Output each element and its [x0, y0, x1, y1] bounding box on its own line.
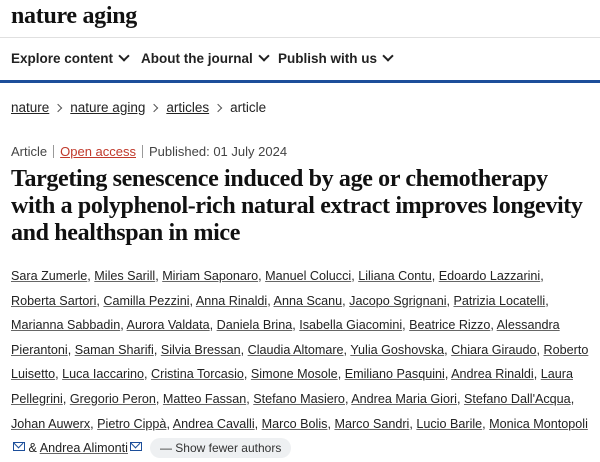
author-link[interactable]: Laura Pellegrini	[11, 367, 573, 406]
nav-publish-with-us[interactable]: Publish with us	[278, 50, 394, 66]
author-link[interactable]: Anna Scanu	[273, 293, 343, 308]
breadcrumb-nature-aging[interactable]: nature aging	[70, 100, 146, 115]
author-link[interactable]: Cristina Torcasio	[151, 367, 244, 382]
mail-icon[interactable]	[129, 442, 142, 452]
nav-about-journal[interactable]: About the journal	[141, 50, 270, 66]
author-link[interactable]: Camilla Pezzini	[103, 293, 190, 308]
author-link[interactable]: Manuel Colucci	[265, 269, 352, 283]
author-link[interactable]: Marco Sandri	[334, 416, 410, 431]
author-link[interactable]: Simone Mosole	[250, 367, 338, 382]
author-link[interactable]: Jacopo Sgrignani	[349, 293, 447, 308]
chevron-down-icon	[118, 50, 130, 62]
published-date: Published: 01 July 2024	[149, 144, 288, 159]
journal-logo[interactable]: nature aging	[11, 3, 137, 29]
author-link[interactable]: Johan Auwerx	[11, 416, 91, 431]
author-link[interactable]: Edoardo Lazzarini	[438, 269, 541, 283]
mail-icon[interactable]	[13, 442, 25, 452]
author-link[interactable]: Roberta Sartori	[11, 293, 97, 308]
breadcrumb-current: article	[230, 100, 267, 115]
breadcrumb: nature nature aging articles article	[11, 100, 266, 115]
main-nav: Explore content About the journal Publis…	[0, 38, 600, 83]
author-link[interactable]: Saman Sharifi	[74, 342, 154, 357]
author-link[interactable]: Miles Sarill	[94, 269, 156, 283]
author-list: Sara Zumerle, Miles Sarill, Miriam Sapon…	[11, 264, 591, 461]
author-link[interactable]: Liliana Contu	[358, 269, 432, 283]
nav-label: Publish with us	[278, 51, 378, 66]
author-link[interactable]: Emiliano Pasquini	[344, 367, 445, 382]
article-meta: Article Open access Published: 01 July 202…	[11, 144, 287, 159]
author-link[interactable]: Roberto Luisetto	[11, 342, 589, 382]
author-link[interactable]: Pietro Cippà	[97, 416, 167, 431]
author-link[interactable]: Sara Zumerle	[11, 269, 88, 283]
show-fewer-authors-button[interactable]: — Show fewer authors	[149, 438, 292, 459]
author-link[interactable]: Alessandra Pierantoni	[11, 318, 560, 357]
author-link[interactable]: Andrea Rinaldi	[451, 367, 534, 382]
author-link[interactable]: Daniela Brina	[216, 318, 293, 333]
chevron-right-icon	[54, 103, 63, 113]
author-link[interactable]: Claudia Altomare	[247, 342, 344, 357]
author-link[interactable]: Yulia Goshovska	[350, 342, 445, 357]
author-link[interactable]: Patrizia Locatelli	[453, 293, 546, 308]
open-access-link[interactable]: Open access	[60, 144, 136, 159]
nav-label: Explore content	[11, 51, 114, 66]
divider	[53, 145, 55, 158]
chevron-down-icon	[382, 50, 394, 62]
author-link[interactable]: Miriam Saponaro	[162, 269, 259, 283]
author-link[interactable]: Silvia Bressan	[160, 342, 241, 357]
author-link[interactable]: Andrea Alimonti	[39, 441, 128, 456]
nav-explore-content[interactable]: Explore content	[11, 50, 130, 66]
article-title: Targeting senescence induced by age or c…	[11, 166, 583, 246]
author-link[interactable]: Gregorio Peron	[69, 391, 156, 406]
author-link[interactable]: Luca Iaccarino	[62, 367, 145, 382]
nav-label: About the journal	[141, 51, 253, 66]
divider	[142, 145, 143, 158]
author-link[interactable]: Stefano Dall'Acqua	[463, 391, 571, 406]
author-link[interactable]: Monica Montopoli	[489, 416, 588, 431]
author-link[interactable]: Marianna Sabbadin	[11, 318, 121, 333]
breadcrumb-articles[interactable]: articles	[166, 100, 210, 115]
author-link[interactable]: Chiara Giraudo	[451, 342, 537, 357]
breadcrumb-nature[interactable]: nature	[11, 100, 50, 115]
site-header: nature aging	[0, 0, 600, 38]
author-link[interactable]: Andrea Maria Giori	[351, 391, 457, 406]
author-link[interactable]: Andrea Cavalli	[172, 416, 255, 431]
author-link[interactable]: Isabella Giacomini	[299, 318, 403, 333]
author-link[interactable]: Anna Rinaldi	[195, 293, 268, 308]
chevron-right-icon	[213, 103, 223, 113]
author-link[interactable]: Aurora Valdata	[126, 318, 210, 333]
author-link[interactable]: Stefano Masiero	[253, 391, 345, 406]
chevron-right-icon	[150, 103, 159, 113]
chevron-down-icon	[258, 50, 270, 62]
article-type: Article	[11, 144, 48, 159]
author-link[interactable]: Marco Bolis	[261, 416, 328, 431]
author-link[interactable]: Matteo Fassan	[162, 391, 247, 406]
author-link[interactable]: Beatrice Rizzo	[409, 318, 491, 333]
author-link[interactable]: Lucio Barile	[416, 416, 483, 431]
author-ampersand: &	[28, 441, 37, 456]
